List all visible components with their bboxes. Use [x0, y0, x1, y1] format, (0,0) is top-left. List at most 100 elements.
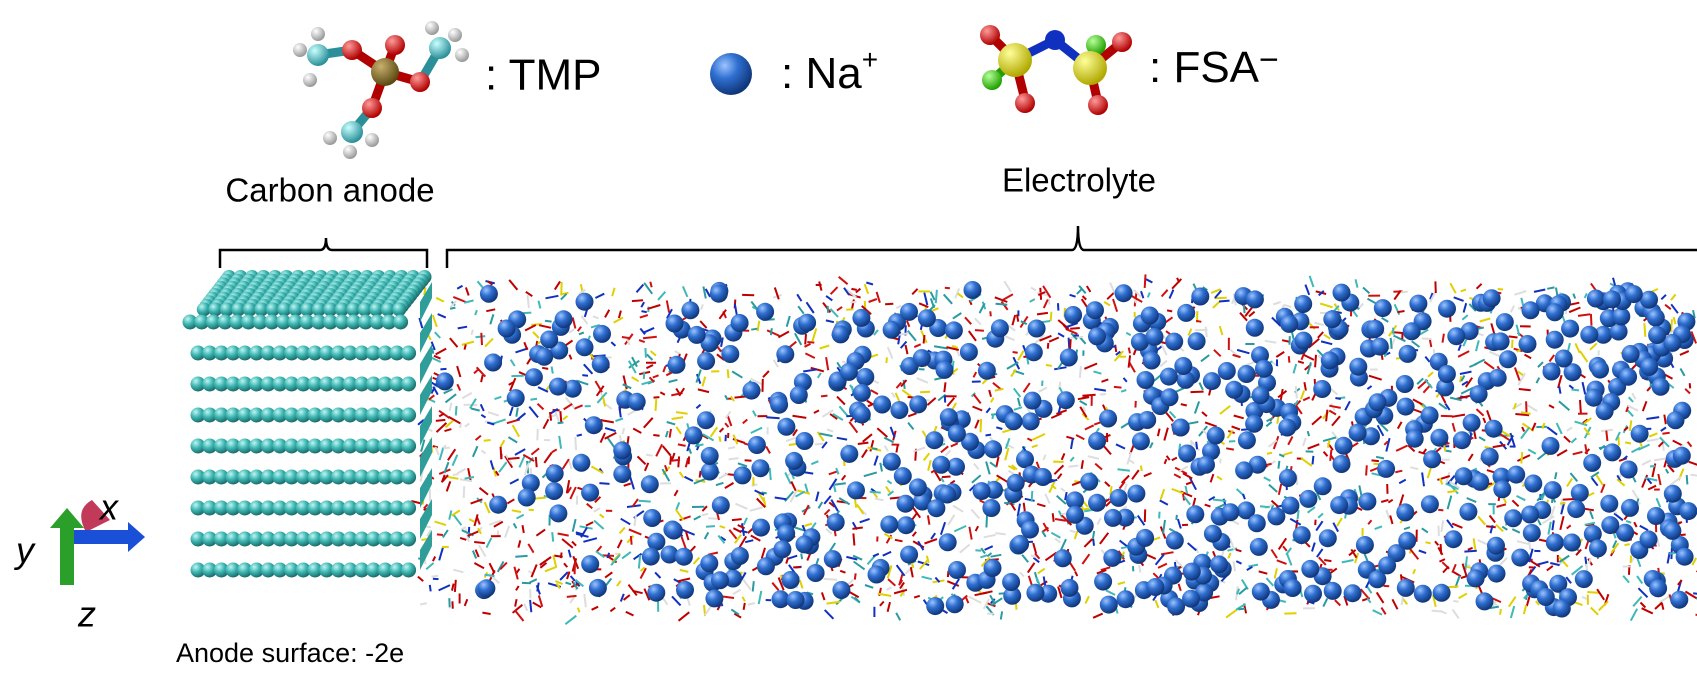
molecule-bond: [1631, 556, 1632, 563]
na-ion: [731, 314, 749, 332]
molecule-bond: [1396, 446, 1408, 451]
na-ion: [897, 516, 915, 534]
na-ion: [748, 436, 766, 454]
molecule-bond: [430, 585, 431, 592]
molecule-bond: [1590, 343, 1597, 350]
na-ion: [964, 281, 982, 299]
molecule-bond: [1078, 397, 1089, 399]
na-ion: [1005, 412, 1023, 430]
na-ion: [1647, 309, 1665, 327]
molecule-bond: [1660, 596, 1670, 602]
molecule-bond: [1671, 304, 1678, 313]
molecule-bond: [831, 287, 838, 294]
molecule-bond: [663, 366, 665, 372]
molecule-bond: [1234, 561, 1236, 571]
na-ion: [1619, 368, 1637, 386]
molecule-bond: [1381, 500, 1388, 502]
molecule-bond: [1585, 293, 1587, 298]
na-ion: [1252, 386, 1270, 404]
molecule-bond: [803, 369, 817, 371]
molecule-bond: [624, 484, 631, 486]
molecule-bond: [1633, 597, 1641, 607]
molecule-bond: [973, 407, 983, 411]
molecule-bond: [1326, 410, 1327, 422]
molecule-bond: [480, 488, 489, 495]
molecule-bond: [543, 419, 548, 428]
molecule-bond: [1071, 337, 1084, 338]
molecule-bond: [436, 349, 447, 355]
molecule-bond: [663, 598, 668, 605]
na-ion: [1470, 385, 1488, 403]
molecule-bond: [992, 414, 993, 420]
na-ion: [1252, 583, 1270, 601]
molecule-bond: [896, 306, 901, 308]
molecule-bond: [1538, 453, 1547, 460]
molecule-bond: [1460, 376, 1461, 382]
molecule-bond: [966, 598, 968, 604]
legend-superscript: +: [862, 44, 878, 75]
molecule-bond: [575, 437, 576, 450]
na-ion: [1146, 578, 1164, 596]
molecule-bond: [1264, 477, 1271, 480]
molecule-bond: [1087, 286, 1091, 292]
molecule-bond: [433, 315, 437, 327]
molecule-bond: [888, 347, 893, 359]
na-ion: [1132, 432, 1150, 450]
na-ion: [1488, 565, 1506, 583]
molecule-bond: [1641, 603, 1646, 608]
na-ion: [1485, 420, 1503, 438]
molecule-bond: [1183, 473, 1192, 478]
na-ion: [581, 484, 599, 502]
molecule-bond: [828, 306, 829, 313]
molecule-bond: [436, 420, 446, 421]
molecule-bond: [743, 420, 748, 424]
molecule-bond: [1450, 283, 1455, 293]
molecule-bond: [928, 460, 931, 471]
na-ion: [518, 489, 536, 507]
molecule-bond: [1260, 506, 1270, 507]
na-ion: [1238, 431, 1256, 449]
molecule-bond: [1549, 405, 1554, 408]
na-ion: [751, 459, 769, 477]
molecule-bond: [633, 429, 641, 434]
molecule-bond: [567, 596, 577, 597]
na-ion: [824, 550, 842, 568]
molecule-bond: [1685, 389, 1690, 394]
molecule-bond: [672, 417, 684, 419]
na-ion: [1519, 335, 1537, 353]
molecule-bond: [1529, 542, 1530, 550]
molecule-bond: [1654, 458, 1666, 460]
molecule-bond: [1141, 466, 1142, 471]
molecule-bond: [1298, 510, 1299, 519]
molecule-bond: [1517, 325, 1520, 336]
molecule-bond: [558, 534, 569, 536]
molecule-bond: [420, 603, 427, 604]
molecule-bond: [986, 408, 990, 413]
molecule-bond: [628, 340, 630, 345]
molecule-bond: [1363, 288, 1369, 294]
na-ion: [1333, 455, 1351, 473]
na-ion: [940, 408, 958, 426]
molecule-bond: [1453, 601, 1458, 602]
molecule-bond: [1156, 555, 1164, 565]
molecule-bond: [550, 412, 551, 421]
na-ion: [1279, 469, 1297, 487]
molecule-bond: [1061, 488, 1065, 491]
molecule-bond: [439, 585, 450, 590]
molecule-bond: [516, 586, 519, 590]
molecule-bond: [1002, 429, 1012, 432]
molecule-bond: [1319, 557, 1326, 565]
na-ion: [1648, 326, 1666, 344]
molecule-bond: [462, 342, 474, 345]
na-ion: [525, 368, 543, 386]
na-ion: [1463, 414, 1481, 432]
molecule-bond: [539, 325, 551, 328]
molecule-bond: [1014, 407, 1022, 410]
molecule-bond: [1464, 303, 1467, 312]
na-ion: [900, 303, 918, 321]
molecule-bond: [1054, 367, 1066, 369]
molecule-bond: [512, 510, 521, 512]
molecule-bond: [1139, 565, 1140, 573]
molecule-bond: [676, 427, 681, 434]
molecule-bond: [1398, 422, 1402, 429]
